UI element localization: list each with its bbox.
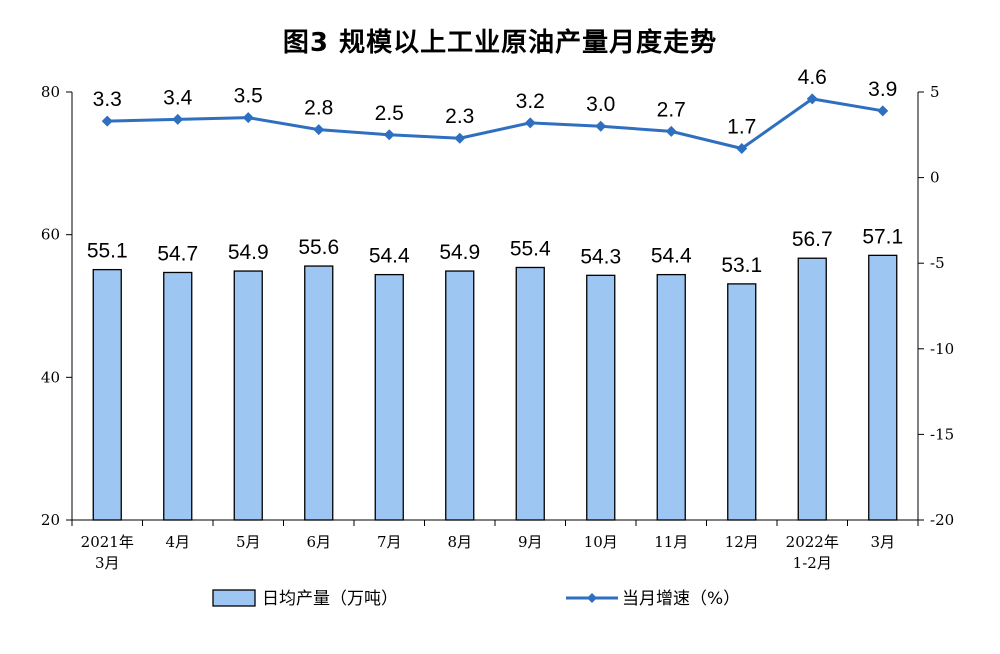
line-point [454,132,466,144]
line-point [313,124,325,136]
y-right-tick-label: 0 [930,169,940,187]
x-tick-label: 5月 [236,533,261,551]
line-data-label: 2.5 [375,102,404,125]
line-point [665,125,677,137]
legend-line-marker [587,593,597,603]
x-tick-label: 8月 [447,533,472,551]
line-data-label: 2.8 [304,97,333,120]
data-labels: 55.1 54.7 54.9 55.6 54.4 54.9 55.4 54.3 54.4 53.1… [87,66,903,277]
bar-data-label: 54.3 [580,245,621,268]
line-point [101,115,113,127]
line-data-label: 2.3 [445,105,474,128]
x-tick-label: 10月 [584,533,618,551]
line-data-label: 3.5 [234,85,263,108]
y-right-tick-label: -20 [930,511,954,529]
y-left-tick-label: 80 [41,83,60,101]
line-point [877,105,889,117]
legend-line-label: 当月增速（%） [622,589,740,609]
line-point [524,117,536,129]
bar-series [92,254,898,521]
bar [515,266,545,521]
line-data-label: 3.4 [163,86,193,109]
bar-data-label: 54.9 [228,241,269,264]
x-tick-label: 9月 [518,533,543,551]
legend: 日均产量（万吨） 当月增速（%） [212,589,740,609]
line-data-label: 3.9 [868,78,897,101]
bar-data-label: 54.4 [369,245,410,268]
line-point [595,120,607,132]
line-point [806,93,818,105]
bar [374,273,404,521]
x-tick-label: 11月 [654,533,688,551]
bar [445,270,475,521]
bar-data-label: 55.1 [87,240,128,263]
x-tick-label: 3月 [870,533,895,551]
bar-data-label: 56.7 [792,228,833,251]
y-left-tick-label: 20 [41,511,60,529]
line-data-label: 1.7 [727,115,756,138]
bar-data-label: 54.7 [157,242,198,265]
line-point [383,129,395,141]
bar [656,273,686,521]
y-right-tick-label: 5 [930,83,940,101]
series-line [107,97,884,150]
chart-title: 图3 规模以上工业原油产量月度走势 [282,28,718,58]
line-data-label: 4.6 [798,66,827,89]
bar-data-label: 57.1 [862,225,903,248]
x-tick-label: 2022年 [786,533,839,551]
y-right-tick-label: -10 [930,340,954,358]
line-point [242,112,254,124]
x-tick-label: 1-2月 [793,554,832,572]
line-data-label: 3.3 [93,88,122,111]
bar [304,265,334,521]
line-data-label: 3.0 [586,93,615,116]
y-left-tick-label: 60 [41,226,60,244]
x-tick-label: 7月 [377,533,402,551]
x-tick-label: 6月 [306,533,331,551]
bar [797,257,827,521]
line-data-label: 2.7 [657,98,686,121]
y-left-tick-label: 40 [41,368,60,386]
bar [233,270,263,521]
bar-data-label: 54.4 [651,245,692,268]
bar [727,283,757,521]
x-tick-label: 2021年 [81,533,134,551]
bar-data-label: 54.9 [439,241,480,264]
x-tick-label: 12月 [725,533,759,551]
y-right-tick-label: -15 [930,425,954,443]
bar [163,271,193,521]
line-series [101,93,889,154]
y-right-tick-label: -5 [930,254,945,272]
legend-bar-label: 日均产量（万吨） [262,589,398,609]
x-tick-label: 4月 [165,533,190,551]
bar-data-label: 55.6 [298,236,339,259]
line-point [172,113,184,125]
x-tick-label: 3月 [95,554,120,572]
bar [92,268,122,521]
line-point [736,142,748,154]
legend-bar-swatch [212,589,256,607]
axes: 20 40 60 80 5 0 -5 -10 -15 -20 2021年 3月 4月 5月 6月 7月 8月 9月… [41,83,954,572]
bar [586,274,616,521]
bar-data-label: 53.1 [721,254,762,277]
bar [868,254,898,521]
bar-data-label: 55.4 [510,237,551,260]
line-data-label: 3.2 [516,90,545,113]
